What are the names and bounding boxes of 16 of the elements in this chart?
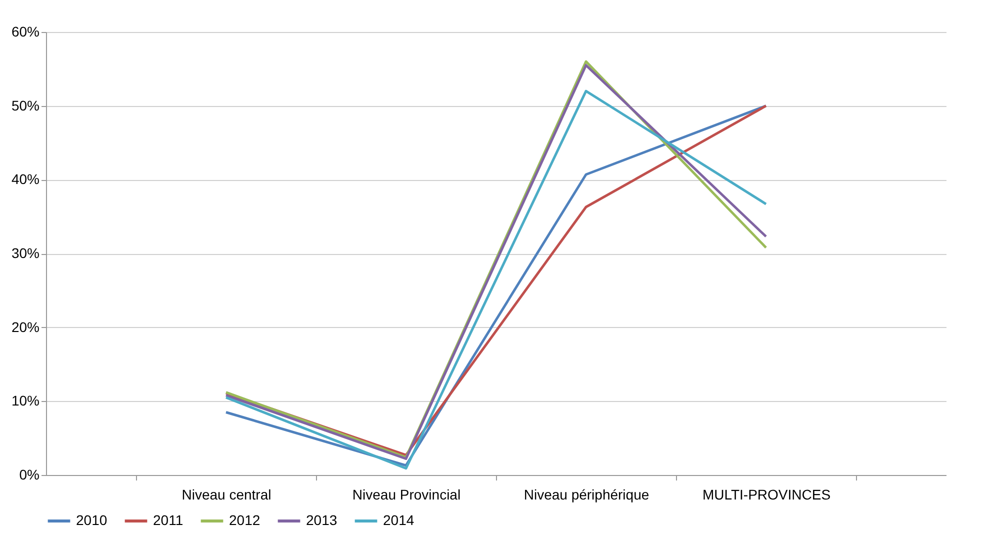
legend-label: 2013 [306,512,338,528]
y-tick-label: 50% [11,97,40,114]
y-tick-label: 20% [11,318,40,335]
legend-label: 2014 [383,512,414,528]
legend-label: 2010 [76,512,108,528]
y-tick-label: 40% [11,171,40,188]
legend-label: 2012 [229,512,260,528]
x-tick-label: Niveau périphérique [524,486,650,502]
y-tick-label: 30% [11,245,40,261]
x-tick-label: Niveau central [182,486,272,502]
x-tick-label: MULTI-PROVINCES [702,486,831,502]
legend-label: 2011 [153,512,184,528]
y-tick-label: 10% [11,392,40,409]
y-tick-label: 60% [11,24,40,40]
x-tick-label: Niveau Provincial [352,486,461,502]
y-tick-label: 0% [19,466,40,482]
